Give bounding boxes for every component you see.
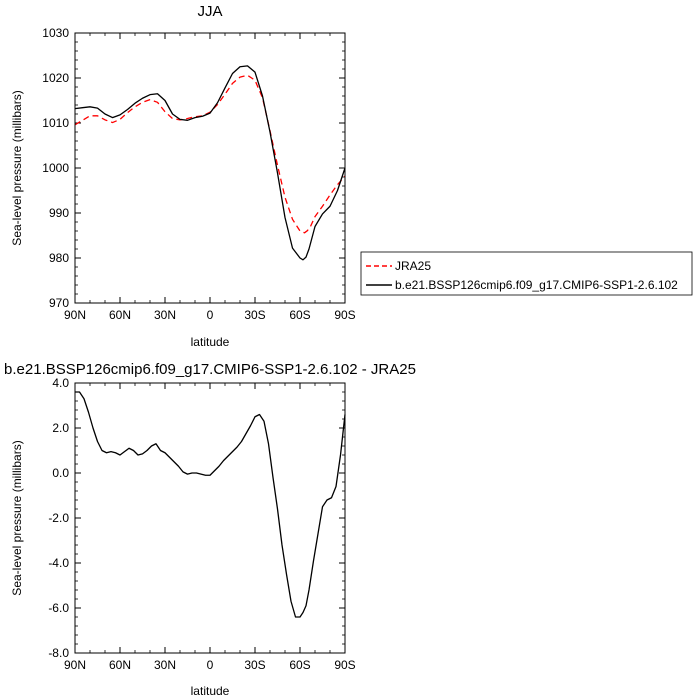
x-tick-label: 60N <box>109 658 131 672</box>
y-tick-label: 1010 <box>42 116 69 130</box>
x-axis-label: latitude <box>191 684 230 698</box>
x-tick-label: 90N <box>64 308 86 322</box>
x-tick-label: 90S <box>334 658 355 672</box>
bottom-series <box>75 391 346 618</box>
plot-frame <box>74 32 346 304</box>
y-tick-label: 4.0 <box>52 376 69 390</box>
top-series <box>74 65 346 261</box>
y-tick-label: 980 <box>49 251 69 265</box>
series-line-jra25 <box>74 74 346 234</box>
y-tick-label: 1020 <box>42 71 69 85</box>
y-tick-label: 970 <box>49 296 69 310</box>
chart-title: JJA <box>197 3 222 20</box>
x-tick-label: 30S <box>244 308 265 322</box>
legend-label-jra25: JRA25 <box>395 259 431 273</box>
top-axes: 90N 60N 30N 0 30S 60S 90S 970 980 990 1000 1010 1020… <box>42 26 355 322</box>
y-tick-label: -6.0 <box>48 601 69 615</box>
x-tick-label: 90S <box>334 308 355 322</box>
x-tick-label: 30N <box>154 308 176 322</box>
plot-frame <box>74 382 346 654</box>
bottom-axes: 90N 60N 30N 0 30S 60S 90S -8.0 -6.0 -4.0 -2.0 0.0 2.… <box>48 376 355 672</box>
y-tick-label: -4.0 <box>48 556 69 570</box>
series-line-model <box>74 65 346 261</box>
x-tick-label: 0 <box>207 308 214 322</box>
x-tick-label: 60N <box>109 308 131 322</box>
legend: JRA25 b.e21.BSSP126cmip6.f09_g17.CMIP6-S… <box>360 251 693 296</box>
difference-chart-title: b.e21.BSSP126cmip6.f09_g17.CMIP6-SSP1-2.… <box>4 361 416 378</box>
x-tick-label: 30N <box>154 658 176 672</box>
y-axis-label: Sea-level pressure (millibars) <box>10 90 24 245</box>
x-tick-label: 60S <box>289 658 310 672</box>
x-tick-label: 30S <box>244 658 265 672</box>
y-axis-label: Sea-level pressure (millibars) <box>10 440 24 595</box>
x-tick-label: 60S <box>289 308 310 322</box>
y-tick-label: 1000 <box>42 161 69 175</box>
x-tick-label: 90N <box>64 658 86 672</box>
y-tick-label: -2.0 <box>48 511 69 525</box>
y-tick-label: 2.0 <box>52 421 69 435</box>
x-tick-label: 0 <box>207 658 214 672</box>
legend-label-model: b.e21.BSSP126cmip6.f09_g17.CMIP6-SSP1-2.… <box>395 278 678 292</box>
y-tick-label: -8.0 <box>48 646 69 660</box>
difference-chart: b.e21.BSSP126cmip6.f09_g17.CMIP6-SSP1-2.… <box>4 361 416 698</box>
x-axis-label: latitude <box>191 335 230 349</box>
difference-line <box>75 391 346 618</box>
legend-frame <box>360 251 693 296</box>
sea-level-pressure-chart: JJA 90N 60N 30N 0 30S 60S 90S 970 980 990 1000 1010… <box>10 3 356 349</box>
y-tick-label: 1030 <box>42 26 69 40</box>
y-tick-label: 990 <box>49 206 69 220</box>
y-tick-label: 0.0 <box>52 466 69 480</box>
